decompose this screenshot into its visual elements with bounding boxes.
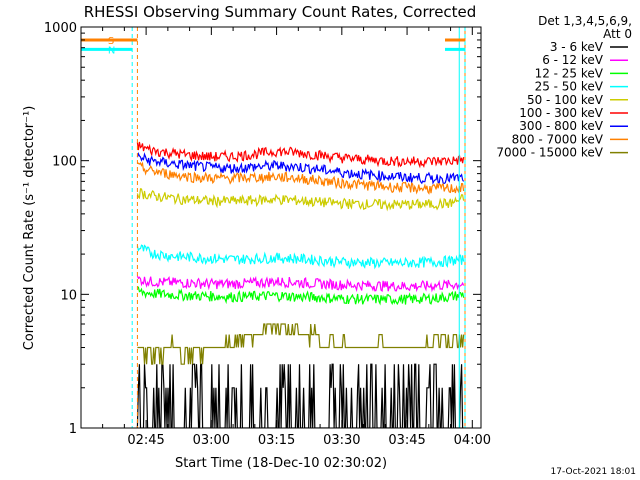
y-tick-label: 1000 bbox=[44, 21, 77, 36]
legend-header: Det 1,3,4,5,6,9, bbox=[538, 14, 632, 28]
chart-title: RHESSI Observing Summary Count Rates, Co… bbox=[84, 3, 477, 21]
legend-label: 25 - 50 keV bbox=[535, 80, 604, 94]
series-line bbox=[136, 244, 465, 270]
series-line bbox=[137, 286, 465, 306]
x-tick-label: 02:45 bbox=[127, 433, 164, 448]
series-line bbox=[137, 323, 465, 365]
legend-label: 300 - 800 keV bbox=[519, 119, 603, 133]
x-axis: 02:45 03:00 03:15 03:30 03:45 04:00 bbox=[102, 27, 491, 448]
legend-label: 12 - 25 keV bbox=[535, 66, 604, 80]
legend-label: 6 - 12 keV bbox=[542, 53, 604, 67]
legend-label: 7000 - 15000 keV bbox=[496, 146, 603, 160]
series-layer bbox=[136, 141, 465, 428]
y-tick-label: 10 bbox=[60, 288, 77, 303]
annotation-label: N bbox=[108, 45, 115, 56]
x-tick-label: 03:30 bbox=[323, 433, 360, 448]
annotation-label: S bbox=[108, 36, 114, 47]
y-tick-label: 1 bbox=[69, 422, 77, 437]
plot-frame bbox=[80, 26, 482, 429]
series-line bbox=[136, 188, 465, 212]
legend-label: 800 - 7000 keV bbox=[512, 132, 604, 146]
legend-label: 100 - 300 keV bbox=[519, 106, 603, 120]
x-tick-label: 04:00 bbox=[454, 433, 491, 448]
legend-header: Att 0 bbox=[603, 27, 632, 41]
series-line bbox=[136, 141, 465, 169]
x-tick-label: 03:15 bbox=[258, 433, 295, 448]
series-line bbox=[136, 275, 465, 293]
x-tick-label: 03:00 bbox=[193, 433, 230, 448]
series-line bbox=[136, 152, 465, 185]
series-line bbox=[136, 363, 464, 428]
y-tick-label: 100 bbox=[52, 155, 77, 170]
vertical-markers: SN bbox=[81, 27, 466, 428]
x-tick-label: 03:45 bbox=[388, 433, 425, 448]
y-axis-label: Corrected Count Rate (s⁻¹ detector⁻¹) bbox=[22, 106, 37, 351]
footer-date: 17-Oct-2021 18:01 bbox=[551, 467, 636, 477]
x-axis-label: Start Time (18-Dec-10 02:30:02) bbox=[175, 456, 387, 471]
legend-label: 50 - 100 keV bbox=[527, 93, 604, 107]
y-axis: 1 10 100 1000 bbox=[44, 21, 481, 437]
legend-label: 3 - 6 keV bbox=[550, 40, 604, 54]
series-line bbox=[136, 161, 465, 195]
